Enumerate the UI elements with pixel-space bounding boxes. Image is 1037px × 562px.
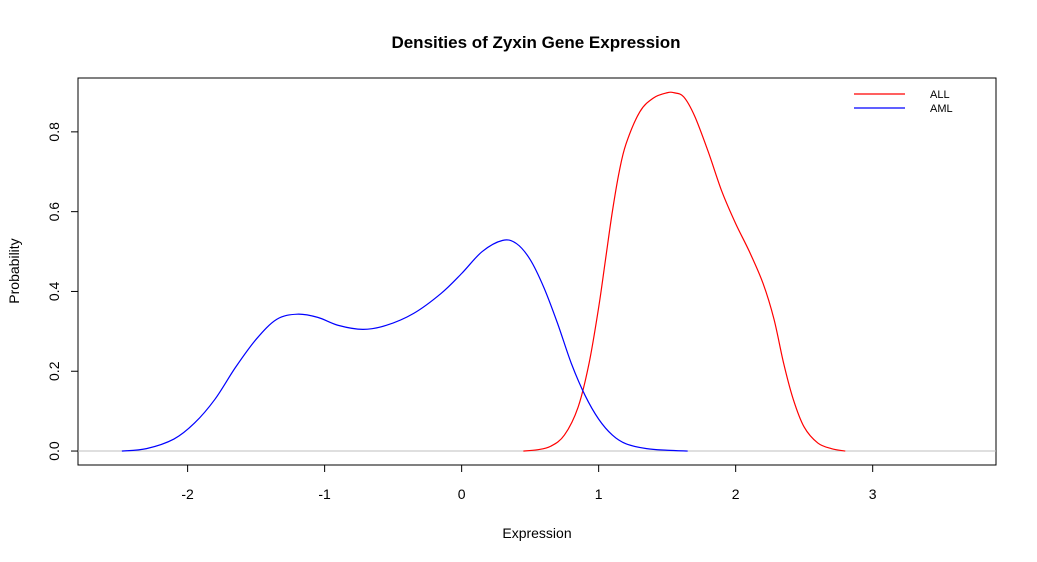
x-tick-label: 1 (595, 486, 603, 502)
x-tick-label: -2 (181, 486, 194, 502)
x-tick-label: 0 (458, 486, 466, 502)
legend-label-all: ALL (930, 89, 950, 101)
x-tick-label: 3 (869, 486, 877, 502)
y-tick-label: 0.0 (46, 441, 62, 461)
y-tick-label: 0.8 (46, 122, 62, 142)
chart-title: Densities of Zyxin Gene Expression (391, 33, 680, 52)
legend-label-aml: AML (930, 103, 953, 115)
x-axis-label: Expression (502, 525, 571, 541)
x-axis: -2 -1 0 1 2 3 (181, 464, 877, 502)
series-line-aml (121, 239, 688, 452)
y-axis-label: Probability (6, 238, 22, 303)
series-layer (121, 91, 846, 452)
x-tick-label: -1 (318, 486, 331, 502)
x-tick-label: 2 (732, 486, 740, 502)
series-line-all (523, 91, 846, 452)
y-tick-label: 0.6 (46, 202, 62, 222)
y-axis: 0.0 0.2 0.4 0.6 0.8 (46, 122, 79, 461)
y-tick-label: 0.4 (46, 282, 62, 302)
y-tick-label: 0.2 (46, 361, 62, 381)
legend: ALL AML (854, 89, 953, 115)
